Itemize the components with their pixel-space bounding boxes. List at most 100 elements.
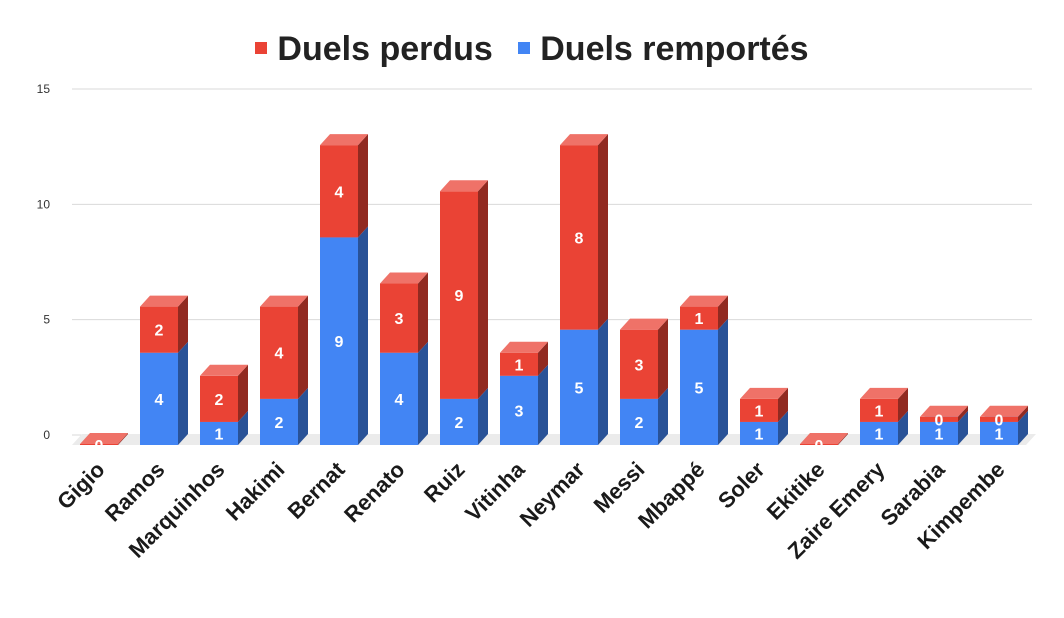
bar-lost-5-side bbox=[418, 272, 428, 353]
bar-won-13-side bbox=[898, 410, 908, 445]
bar-lost-11-top bbox=[740, 387, 788, 399]
bar-lost-14-side bbox=[958, 405, 968, 422]
legend-swatch-lost bbox=[255, 42, 268, 55]
bar-won-15-side bbox=[1018, 410, 1028, 445]
x-category-label: Neymar bbox=[515, 457, 590, 532]
bar-lost-10-side bbox=[718, 295, 728, 330]
bar-won-3-front bbox=[260, 398, 298, 445]
data-label-lost: 0 bbox=[935, 412, 944, 429]
data-label-won: 2 bbox=[275, 415, 284, 432]
data-label-won: 1 bbox=[755, 426, 764, 443]
data-label-won: 2 bbox=[455, 415, 464, 432]
bar-lost-6-front bbox=[440, 191, 478, 399]
bar-lost-2-side bbox=[238, 364, 248, 422]
bar-won-5-side bbox=[418, 341, 428, 445]
y-tick-label: 10 bbox=[37, 197, 51, 211]
bar-lost-10-top bbox=[680, 295, 728, 307]
bar-lost-6-side bbox=[478, 180, 488, 399]
bar-won-11-side bbox=[778, 410, 788, 445]
bar-lost-0-side bbox=[118, 433, 128, 445]
data-label-won: 4 bbox=[395, 392, 404, 409]
bar-won-9-front bbox=[620, 398, 658, 445]
x-category-label: Ruiz bbox=[419, 457, 470, 508]
legend-label-lost: Duels perdus bbox=[277, 30, 493, 68]
data-label-lost: 2 bbox=[155, 323, 164, 340]
x-category-label: Gigio bbox=[52, 457, 109, 514]
data-label-lost: 0 bbox=[815, 438, 824, 455]
bar-won-13-front bbox=[860, 421, 898, 445]
bar-lost-2-front bbox=[200, 375, 238, 422]
data-label-lost: 1 bbox=[695, 311, 704, 328]
bar-lost-6-top bbox=[440, 180, 488, 192]
bar-lost-2-top bbox=[200, 364, 248, 376]
data-label-lost: 9 bbox=[455, 288, 464, 305]
bar-lost-9-front bbox=[620, 329, 658, 399]
bar-lost-13-top bbox=[860, 387, 908, 399]
bar-won-7-side bbox=[538, 364, 548, 445]
bar-lost-5-front bbox=[380, 283, 418, 353]
bar-won-11-front bbox=[740, 421, 778, 445]
bar-lost-14-front bbox=[920, 416, 958, 422]
bar-lost-0-front bbox=[80, 444, 118, 445]
data-label-won: 1 bbox=[875, 426, 884, 443]
bar-lost-1-top bbox=[140, 295, 188, 307]
x-category-label: Mbappé bbox=[633, 457, 709, 533]
x-category-label: Renato bbox=[339, 457, 409, 527]
data-label-won: 3 bbox=[515, 403, 524, 420]
legend-item-lost: Duels perdus bbox=[255, 30, 493, 69]
x-category-label: Bernat bbox=[283, 456, 350, 523]
y-tick-label: 5 bbox=[43, 313, 50, 327]
bar-lost-7-front bbox=[500, 352, 538, 376]
data-label-won: 9 bbox=[335, 334, 344, 351]
bar-lost-8-top bbox=[560, 134, 608, 146]
data-label-lost: 3 bbox=[635, 357, 644, 374]
bar-lost-12-top bbox=[800, 433, 848, 444]
bar-won-7-front bbox=[500, 375, 538, 445]
bar-lost-7-top bbox=[500, 341, 548, 353]
bar-lost-9-side bbox=[658, 318, 668, 399]
data-label-won: 1 bbox=[935, 426, 944, 443]
bar-lost-3-top bbox=[260, 295, 308, 307]
bar-won-8-front bbox=[560, 329, 598, 445]
bar-lost-3-side bbox=[298, 295, 308, 399]
data-label-lost: 0 bbox=[995, 412, 1004, 429]
data-label-lost: 3 bbox=[395, 311, 404, 328]
bar-lost-3-front bbox=[260, 306, 298, 399]
bar-lost-14-top bbox=[920, 405, 968, 417]
bar-lost-9-top bbox=[620, 318, 668, 330]
data-label-lost: 1 bbox=[875, 403, 884, 420]
legend-item-won: Duels remportés bbox=[518, 30, 809, 69]
bar-won-2-side bbox=[238, 410, 248, 445]
data-label-won: 1 bbox=[995, 426, 1004, 443]
data-label-won: 2 bbox=[635, 415, 644, 432]
data-label-lost: 4 bbox=[335, 184, 344, 201]
data-label-lost: 0 bbox=[95, 438, 104, 455]
bar-lost-11-side bbox=[778, 387, 788, 422]
y-tick-label: 15 bbox=[37, 82, 51, 96]
y-tick-label: 0 bbox=[43, 428, 50, 442]
bar-lost-8-side bbox=[598, 134, 608, 330]
bar-won-1-side bbox=[178, 341, 188, 445]
data-label-won: 5 bbox=[695, 380, 704, 397]
bar-won-6-front bbox=[440, 398, 478, 445]
data-label-won: 5 bbox=[575, 380, 584, 397]
bar-lost-4-side bbox=[358, 134, 368, 238]
bar-lost-15-top bbox=[980, 405, 1028, 417]
bar-lost-11-front bbox=[740, 398, 778, 422]
chart-legend: Duels perdus Duels remportés bbox=[0, 30, 1064, 69]
bar-won-15-front bbox=[980, 421, 1018, 445]
bar-lost-4-top bbox=[320, 134, 368, 146]
bar-lost-10-front bbox=[680, 306, 718, 330]
bar-lost-1-side bbox=[178, 295, 188, 353]
x-category-label: Soler bbox=[713, 457, 770, 514]
bar-lost-0-top bbox=[80, 433, 128, 444]
legend-label-won: Duels remportés bbox=[540, 30, 809, 68]
data-label-won: 4 bbox=[155, 392, 164, 409]
bar-lost-13-front bbox=[860, 398, 898, 422]
data-label-lost: 1 bbox=[515, 357, 524, 374]
data-label-lost: 8 bbox=[575, 230, 584, 247]
bar-won-8-side bbox=[598, 318, 608, 445]
x-category-label: Hakimi bbox=[221, 457, 290, 526]
bar-won-14-side bbox=[958, 410, 968, 445]
